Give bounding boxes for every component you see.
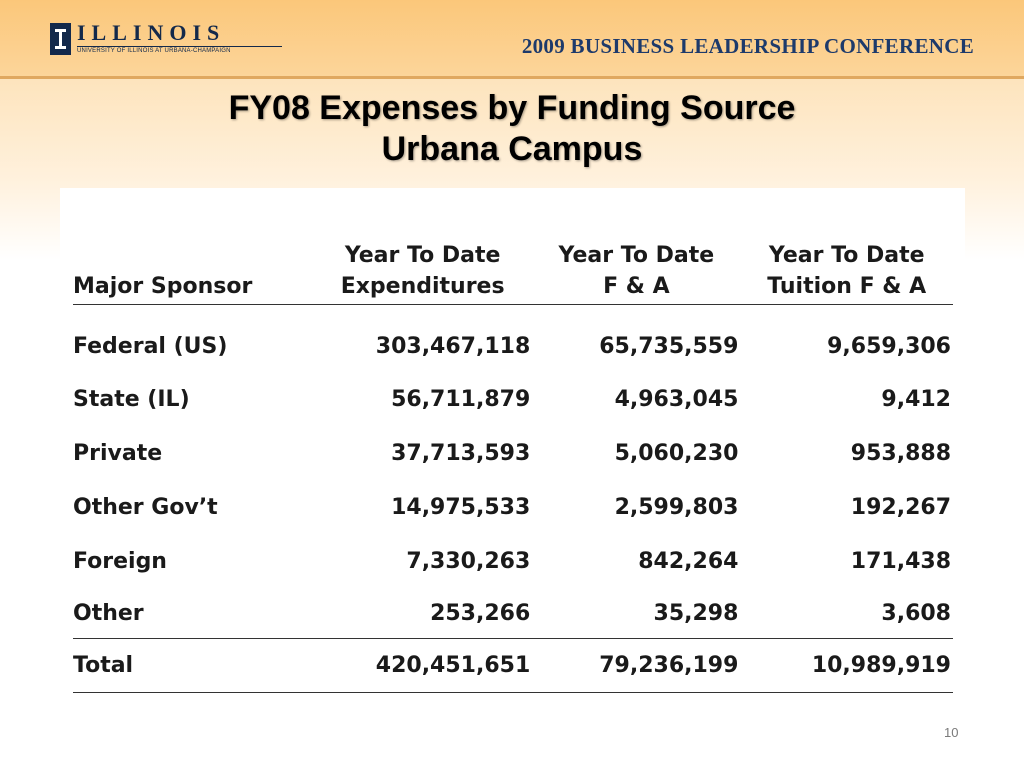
table-row: Other 253,266 35,298 3,608 (73, 588, 953, 639)
header-expenditures: Year To Date Expenditures (313, 240, 533, 305)
fa-cell: 4,963,045 (614, 387, 739, 412)
sponsor-cell: Federal (US) (73, 334, 228, 360)
illinois-logo: ILLINOIS UNIVERSITY OF ILLINOIS AT URBAN… (50, 20, 282, 57)
sponsor-cell: Private (73, 441, 163, 466)
header-major-sponsor: Major Sponsor (73, 240, 313, 305)
fa-cell: 35,298 (532, 588, 741, 639)
tuition-cell: 3,608 (740, 588, 953, 639)
header-fa: Year To Date F & A (532, 240, 741, 305)
tuition-cell: 953,888 (850, 441, 951, 466)
total-label-cell: Total (73, 638, 313, 693)
slide-title: FY08 Expenses by Funding Source Urbana C… (0, 88, 1024, 170)
slide-title-line1: FY08 Expenses by Funding Source (228, 89, 796, 127)
page-number: 10 (944, 725, 959, 740)
expenditures-cell: 303,467,118 (375, 334, 531, 360)
fa-cell: 2,599,803 (614, 495, 739, 520)
table-row: Other Gov’t 14,975,533 2,599,803 192,267 (73, 481, 953, 535)
expenses-table: Major Sponsor Year To Date Expenditures … (73, 240, 953, 693)
expenditures-cell: 37,713,593 (391, 441, 531, 466)
table-row: Foreign 7,330,263 842,264 171,438 (73, 535, 953, 589)
header-bar: ILLINOIS UNIVERSITY OF ILLINOIS AT URBAN… (0, 0, 1024, 79)
fa-cell: 842,264 (638, 549, 739, 574)
table-row: Private 37,713,593 5,060,230 953,888 (73, 427, 953, 481)
fa-cell: 65,735,559 (599, 334, 739, 360)
block-i-icon (50, 23, 71, 55)
header-tuition-fa: Year To Date Tuition F & A (740, 240, 953, 305)
table-panel: Major Sponsor Year To Date Expenditures … (60, 188, 965, 706)
table-header-row: Major Sponsor Year To Date Expenditures … (73, 240, 953, 305)
expenditures-cell: 253,266 (313, 588, 533, 639)
total-tuition-cell: 10,989,919 (740, 638, 953, 693)
sponsor-cell: Other (73, 588, 313, 639)
table-row: State (IL) 56,711,879 4,963,045 9,412 (73, 373, 953, 427)
tuition-cell: 192,267 (850, 495, 951, 520)
table-total-row: Total 420,451,651 79,236,199 10,989,919 (73, 638, 953, 693)
tuition-cell: 9,412 (881, 387, 951, 412)
tuition-cell: 9,659,306 (827, 334, 951, 360)
tuition-cell: 171,438 (850, 549, 951, 574)
expenditures-cell: 7,330,263 (406, 549, 531, 574)
expenditures-cell: 56,711,879 (391, 387, 531, 412)
sponsor-cell: State (IL) (73, 387, 190, 412)
total-fa-cell: 79,236,199 (532, 638, 741, 693)
fa-cell: 5,060,230 (614, 441, 739, 466)
expenditures-cell: 14,975,533 (391, 495, 531, 520)
logo-subtitle: UNIVERSITY OF ILLINOIS AT URBANA-CHAMPAI… (77, 46, 282, 54)
logo-wordmark: ILLINOIS (77, 20, 226, 45)
table-row: Federal (US) 303,467,118 65,735,559 9,65… (73, 305, 953, 373)
slide-title-line2: Urbana Campus (381, 130, 643, 168)
total-expenditures-cell: 420,451,651 (313, 638, 533, 693)
sponsor-cell: Other Gov’t (73, 495, 218, 520)
sponsor-cell: Foreign (73, 549, 167, 574)
conference-title: 2009 BUSINESS LEADERSHIP CONFERENCE (521, 34, 974, 58)
